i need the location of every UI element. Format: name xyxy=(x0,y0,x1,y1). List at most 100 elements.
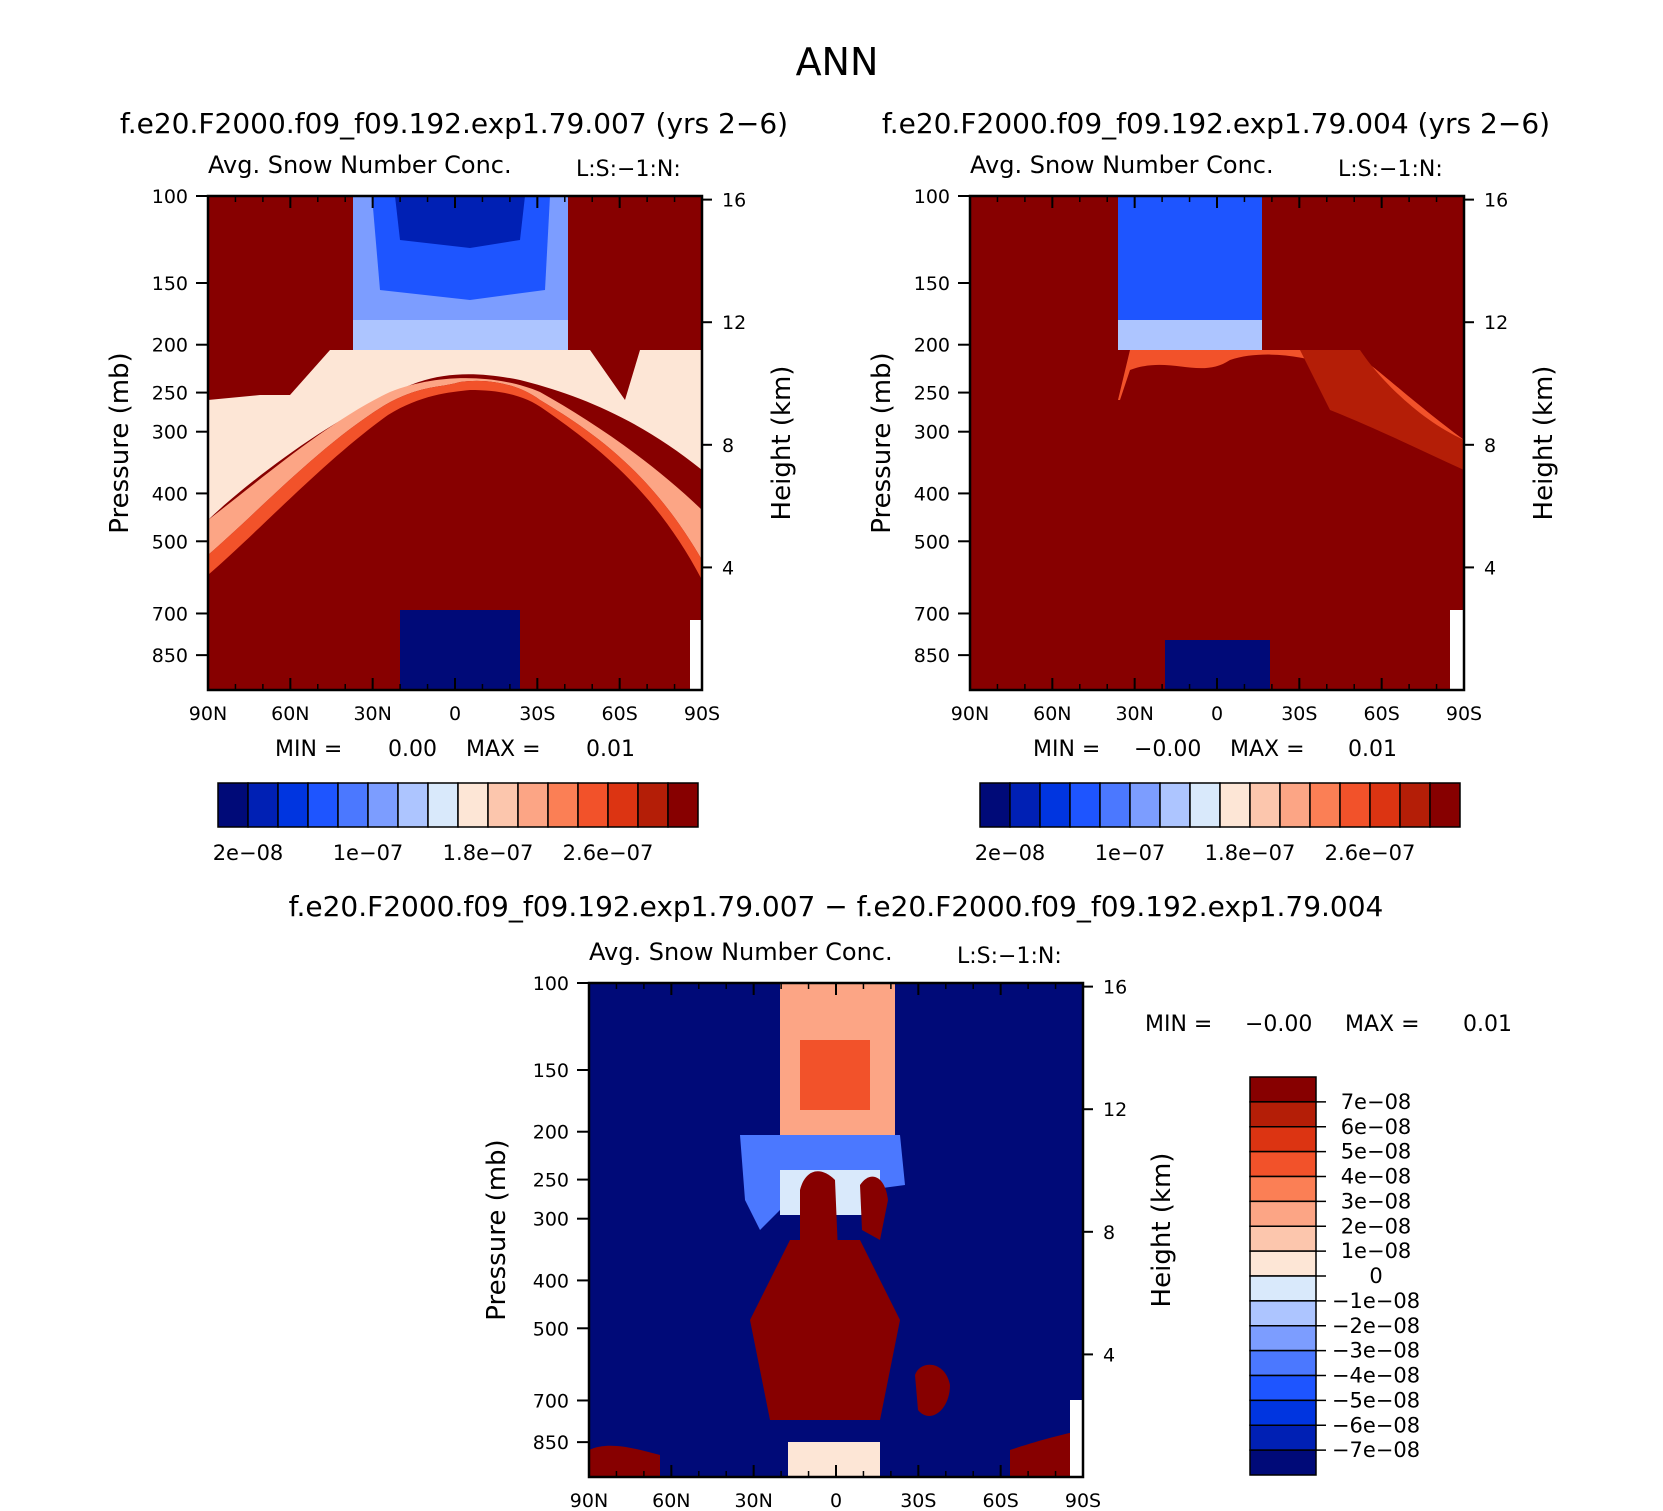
colorbar-swatch xyxy=(367,782,399,828)
colorbar-swatch xyxy=(397,782,429,828)
colorbar-label: −7e−08 xyxy=(1332,1438,1420,1462)
contour-band-red-column-right xyxy=(860,1176,888,1240)
x-ticks: 90N 60N 30N 0 30S 60S 90S xyxy=(951,196,1482,725)
y-tick-label: 700 xyxy=(914,603,950,625)
contour-band-red-patch xyxy=(915,1364,950,1416)
y2-tick-label: 8 xyxy=(1484,435,1496,457)
x-tick-label: 60N xyxy=(652,1490,690,1511)
chart-title: Avg. Snow Number Conc. xyxy=(208,151,512,179)
colorbar-label: −1e−08 xyxy=(1332,1289,1420,1313)
colorbar-swatch xyxy=(577,782,609,828)
y2-ticks: 16 12 8 4 xyxy=(1464,190,1508,579)
colorbar-swatch xyxy=(979,782,1011,828)
contour-band-upper-cloud-deep xyxy=(395,196,525,248)
colorbar-label: 1e−07 xyxy=(1095,841,1166,865)
y-tick-label: 300 xyxy=(533,1209,569,1231)
colorbar-swatch xyxy=(1219,782,1251,828)
colorbar-label: −6e−08 xyxy=(1332,1413,1420,1437)
colorbar-swatch xyxy=(307,782,339,828)
colorbar-swatch xyxy=(607,782,639,828)
colorbar-swatch xyxy=(1369,782,1401,828)
contour-field-case1 xyxy=(208,196,702,690)
y-tick-label: 400 xyxy=(914,483,950,505)
y-tick-label: 100 xyxy=(914,186,950,208)
y2-tick-label: 12 xyxy=(1103,1099,1127,1121)
colorbar-swatch xyxy=(1249,1126,1317,1153)
panel-difference: 90N 60N 30N 0 30S 60S 90S 100 150 200 250 300 400 50… xyxy=(482,938,1512,1511)
colorbar-swatch xyxy=(1249,1076,1317,1103)
x-tick-label: 60N xyxy=(271,703,309,725)
colorbar-label: 7e−08 xyxy=(1341,1090,1412,1114)
x-tick-label: 90S xyxy=(1065,1490,1101,1511)
colorbar-label: 1e−07 xyxy=(333,841,404,865)
y-tick-label: 500 xyxy=(152,531,188,553)
colorbar-swatch xyxy=(337,782,369,828)
colorbar-swatch xyxy=(1189,782,1221,828)
colorbar-swatch xyxy=(1249,1200,1317,1227)
colorbar-label: 2.6e−07 xyxy=(563,841,654,865)
colorbar-swatch xyxy=(427,782,459,828)
max-label: MAX = xyxy=(466,737,541,762)
contour-band-right-edge xyxy=(1450,610,1464,690)
y2-tick-label: 12 xyxy=(1484,312,1508,334)
colorbar-swatch xyxy=(1249,1175,1317,1203)
x-tick-label: 90S xyxy=(1446,703,1482,725)
y-tick-label: 250 xyxy=(914,383,950,405)
colorbar-swatch xyxy=(547,782,579,828)
case1-title: f.e20.F2000.f09_f09.192.exp1.79.007 (yrs… xyxy=(120,107,788,140)
figure-title: ANN xyxy=(796,40,879,84)
contour-band-right-edge xyxy=(690,620,702,690)
chart-subtitle: L:S:−1:N: xyxy=(957,944,1062,969)
colorbar-swatch xyxy=(1249,1399,1317,1426)
y-tick-label: 500 xyxy=(533,1318,569,1340)
chart-subtitle: L:S:−1:N: xyxy=(1338,157,1443,182)
max-value: 0.01 xyxy=(586,737,635,762)
colorbar-swatch xyxy=(1249,1150,1317,1178)
x-tick-label: 30N xyxy=(734,1490,772,1511)
y-tick-label: 200 xyxy=(914,335,950,357)
colorbar-swatch xyxy=(1249,1449,1317,1476)
colorbar-swatch xyxy=(1009,782,1041,828)
y2-tick-label: 16 xyxy=(1103,977,1127,999)
x-tick-label: 30N xyxy=(353,703,391,725)
colorbar-label: 1.8e−07 xyxy=(1205,841,1296,865)
chart-subtitle: L:S:−1:N: xyxy=(576,157,681,182)
colorbar-label: 2e−08 xyxy=(975,841,1046,865)
colorbar-label: −4e−08 xyxy=(1332,1364,1420,1388)
y2-tick-label: 4 xyxy=(1103,1344,1115,1366)
min-value: −0.00 xyxy=(1134,737,1201,762)
colorbar-swatch xyxy=(1249,1250,1317,1277)
y-tick-label: 200 xyxy=(152,335,188,357)
y-tick-label: 400 xyxy=(533,1270,569,1292)
colorbar-label: 2.6e−07 xyxy=(1325,841,1416,865)
colorbar-label: 1e−08 xyxy=(1341,1239,1412,1263)
x-tick-label: 0 xyxy=(830,1490,842,1511)
case2-title: f.e20.F2000.f09_f09.192.exp1.79.004 (yrs… xyxy=(882,107,1550,140)
x-tick-label: 60N xyxy=(1033,703,1071,725)
colorbar-swatch xyxy=(1099,782,1131,828)
y-tick-label: 850 xyxy=(914,645,950,667)
y-ticks: 100 150 200 250 300 400 500 700 850 xyxy=(914,186,970,667)
panel-case2: 90N 60N 30N 0 30S 60S 90S 100 150 200 250 300 400 50… xyxy=(867,151,1559,865)
y-ticks: 100 150 200 250 300 400 500 700 850 xyxy=(533,973,589,1454)
y-tick-label: 700 xyxy=(152,603,188,625)
colorbar-swatch xyxy=(1129,782,1161,828)
y2-ticks: 16 12 8 4 xyxy=(1083,977,1127,1366)
y2-tick-label: 12 xyxy=(722,312,746,334)
y2-tick-label: 16 xyxy=(722,190,746,212)
y-axis-label: Pressure (mb) xyxy=(105,352,135,533)
colorbar: 7e−086e−085e−084e−083e−082e−081e−080−1e−… xyxy=(1249,1076,1420,1476)
max-value: 0.01 xyxy=(1463,1012,1512,1037)
y2-axis-label: Height (km) xyxy=(1147,1153,1177,1308)
y2-axis-label: Height (km) xyxy=(1529,366,1559,521)
colorbar-swatch xyxy=(637,782,669,828)
contour-band-bottom-left xyxy=(589,1445,660,1477)
x-tick-label: 90N xyxy=(951,703,989,725)
x-ticks: 90N 60N 30N 0 30S 60S 90S xyxy=(189,196,720,725)
colorbar-label: 4e−08 xyxy=(1341,1165,1412,1189)
contour-band-upper-cloud-edge xyxy=(1118,320,1262,350)
x-tick-label: 60S xyxy=(1364,703,1400,725)
y2-axis-label: Height (km) xyxy=(767,366,797,521)
colorbar-swatch xyxy=(1399,782,1431,828)
y2-tick-label: 4 xyxy=(1484,557,1496,579)
